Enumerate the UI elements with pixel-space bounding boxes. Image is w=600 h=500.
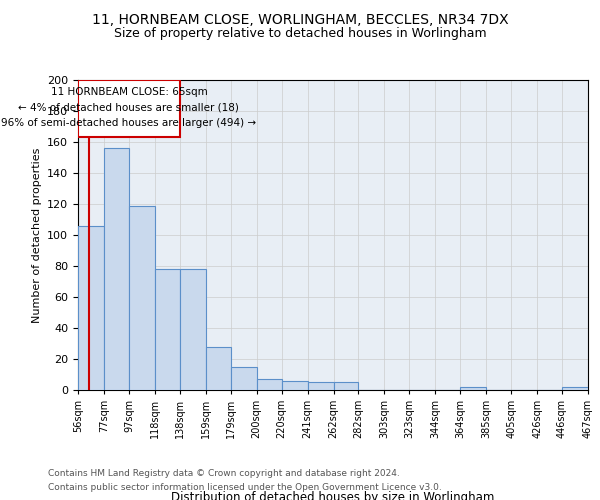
Text: 96% of semi-detached houses are larger (494) →: 96% of semi-detached houses are larger (… [1, 118, 256, 128]
Bar [562, 387, 588, 390]
Bar [78, 226, 104, 390]
Bar [230, 367, 257, 390]
Bar [155, 269, 180, 390]
Text: 11, HORNBEAM CLOSE, WORLINGHAM, BECCLES, NR34 7DX: 11, HORNBEAM CLOSE, WORLINGHAM, BECCLES,… [92, 12, 508, 26]
Bar [180, 269, 206, 390]
Bar [308, 382, 334, 390]
Text: Size of property relative to detached houses in Worlingham: Size of property relative to detached ho… [113, 28, 487, 40]
Bar [104, 148, 129, 390]
FancyBboxPatch shape [78, 80, 180, 138]
Text: Contains public sector information licensed under the Open Government Licence v3: Contains public sector information licen… [48, 484, 442, 492]
Bar [334, 382, 358, 390]
X-axis label: Distribution of detached houses by size in Worlingham: Distribution of detached houses by size … [172, 491, 494, 500]
Y-axis label: Number of detached properties: Number of detached properties [32, 148, 41, 322]
Bar [257, 379, 281, 390]
Text: ← 4% of detached houses are smaller (18): ← 4% of detached houses are smaller (18) [19, 102, 239, 112]
Bar [460, 387, 486, 390]
Bar [281, 380, 308, 390]
Bar [206, 346, 230, 390]
Bar [129, 206, 155, 390]
Text: 11 HORNBEAM CLOSE: 65sqm: 11 HORNBEAM CLOSE: 65sqm [50, 86, 207, 97]
Text: Contains HM Land Registry data © Crown copyright and database right 2024.: Contains HM Land Registry data © Crown c… [48, 468, 400, 477]
